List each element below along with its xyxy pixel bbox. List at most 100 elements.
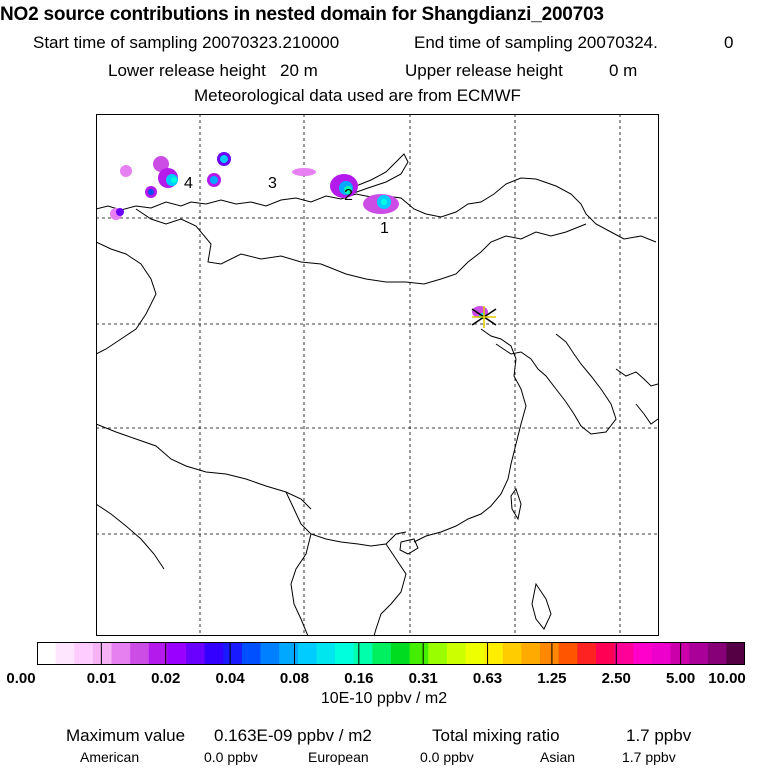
upper-release-label: Upper release height [405,61,563,80]
colorbar-cell [316,642,336,664]
colorbar-cell [391,642,411,664]
region-label: 3 [268,175,277,192]
colorbar-tick-label: 0.04 [215,670,245,687]
colorbar-cell [55,642,75,664]
colorbar-cell [241,642,262,664]
total-mixing-label: Total mixing ratio [432,726,560,745]
max-value: 0.163E-09 ppbv / m2 [214,726,372,745]
hainan-island [399,538,419,555]
colorbar-cell [689,642,709,664]
colorbar-cell [130,642,150,664]
colorbar-cell [111,642,131,664]
colorbar-tick-label: 0.00 [6,670,36,687]
colorbar-tick-label: 10.00 [708,670,746,687]
plume-spot [120,165,132,177]
page-title: NO2 source contributions in nested domai… [0,4,604,25]
colorbar-frame [37,642,745,665]
colorbar-cell [484,642,504,664]
kazakh-border [96,241,157,355]
colorbar-cell [409,642,429,664]
plume-spot [344,186,352,194]
lower-release-value: 20 m [280,61,318,80]
colorbar-cell [37,642,57,664]
region-label: 4 [184,175,193,192]
plume-spot [381,199,387,205]
graticule [96,114,659,636]
colorbar-tick-label: 2.50 [601,670,631,687]
colorbar-tick-label: 0.01 [86,670,116,687]
colorbar-cell [707,642,727,664]
colorbar-tick-label: 0.08 [279,670,310,687]
taiwan-island [510,487,522,521]
colorbar-cell [186,642,206,664]
european-value: 0.0 ppbv [420,749,474,765]
colorbar-cell [651,642,672,664]
american-label: American [80,749,140,765]
lower-release-label: Lower release height [108,61,266,80]
colorbar-cell [372,642,392,664]
colorbar-cell [335,642,355,664]
mongolia-border [135,208,587,285]
colorbar-cell [428,642,448,664]
plume-spot [292,168,316,176]
colorbar-cell [614,642,634,664]
colorbar-cell [726,642,745,664]
colorbar-cell [577,642,597,664]
plume-spot [153,156,169,172]
european-label: European [308,749,369,765]
colorbar-cell [297,642,318,664]
colorbar-tick-label: 5.00 [666,670,696,687]
indochina-border [285,491,407,547]
map-panel: 4 3 2 1 [96,114,659,636]
american-value: 0.0 ppbv [204,749,258,765]
asian-label: Asian [540,749,576,765]
colorbar-cell [446,642,467,664]
philippines [531,582,552,630]
colorbar-cell [502,642,523,664]
colorbar-cell [279,642,299,664]
colorbar-cell [521,642,541,664]
end-time-value: 0 [724,33,734,52]
plume-spot [220,155,228,163]
china-coast [413,328,527,543]
colorbar-cell [353,642,373,664]
lake-baikal [349,153,409,195]
colorbar-tick-label: 0.02 [151,670,181,687]
vietnam-coast [373,543,407,636]
colorbar-cell [223,642,243,664]
region-label: 2 [344,187,353,204]
asian-value: 1.7 ppbv [622,749,676,765]
colorbar-cell [148,642,169,664]
star-icon [471,306,497,328]
colorbar [37,642,745,665]
end-time-label: End time of sampling 20070324. [414,33,658,52]
colorbar-cell [595,642,616,664]
plume-spot [171,177,177,183]
colorbar-units: 10E-10 ppbv / m2 [320,690,448,707]
region-label: 1 [380,220,389,237]
colorbar-cell [204,642,224,664]
max-value-label: Maximum value [66,726,186,745]
colorbar-cell [558,642,578,664]
colorbar-cell [92,642,113,664]
japan-coast [615,368,659,387]
colorbar-tick-label: 0.63 [472,670,503,687]
colorbar-cell [167,642,187,664]
colorbar-cell [540,642,560,664]
map-frame [96,114,659,636]
colorbar-cell [465,642,485,664]
india-coast [96,503,165,570]
colorbar-cell [260,642,280,664]
borders [96,153,659,636]
colorbar-tick-label: 1.25 [537,670,567,687]
plume-spot [210,176,218,184]
mainland-sea-coast [290,533,312,636]
korea-coast [495,333,617,435]
plume-spot [116,208,124,216]
total-mixing-value: 1.7 ppbv [626,726,692,745]
colorbar-cell [74,642,94,664]
colorbar-tick-label: 0.31 [408,670,438,687]
upper-release-value: 0 m [609,61,638,80]
colorbar-cell [670,642,690,664]
japan-island [635,403,659,425]
